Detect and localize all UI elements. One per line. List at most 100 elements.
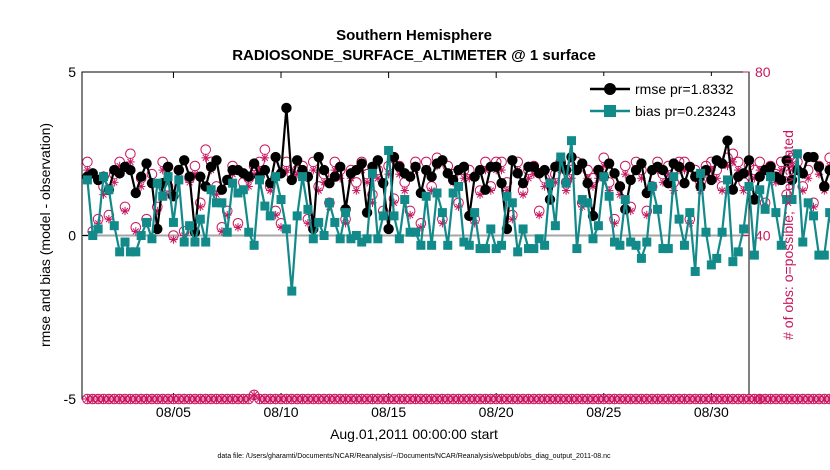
obs-evaluated-marker xyxy=(249,390,259,400)
rmse-point xyxy=(539,164,550,176)
bias-point xyxy=(222,227,232,237)
bias-point xyxy=(125,247,135,257)
bias-point xyxy=(400,195,410,205)
x-tick-label: 08/10 xyxy=(264,404,299,420)
rmse-point xyxy=(356,158,367,169)
rmse-point xyxy=(517,177,529,189)
bias-point xyxy=(685,208,695,218)
bias-point xyxy=(136,231,146,240)
bias-point xyxy=(131,247,141,257)
rmse-point xyxy=(496,177,507,189)
bias-point xyxy=(588,234,598,244)
bias-point xyxy=(728,257,738,267)
x-axis-label: Aug.01,2011 00:00:00 start xyxy=(330,426,498,442)
bias-series xyxy=(82,136,830,296)
rmse-point xyxy=(372,155,384,166)
bias-point xyxy=(733,247,743,257)
bias-point xyxy=(464,240,474,250)
bias-point xyxy=(281,224,291,234)
rmse-point xyxy=(716,158,728,169)
rmse-point xyxy=(318,164,330,176)
obs-evaluated-marker xyxy=(180,394,189,404)
bias-point xyxy=(550,221,560,231)
obs-evaluated-marker xyxy=(454,394,463,404)
rmse-point xyxy=(582,177,593,189)
bias-point xyxy=(362,234,372,244)
bias-point xyxy=(749,250,759,260)
obs-evaluated-marker xyxy=(201,153,210,163)
obs-count-series xyxy=(82,144,830,405)
obs-evaluated-marker xyxy=(233,223,243,232)
rmse-point xyxy=(813,161,825,173)
obs-evaluated-marker xyxy=(212,394,221,404)
obs-evaluated-marker xyxy=(691,394,700,404)
obs-evaluated-marker xyxy=(126,394,135,404)
rmse-point xyxy=(609,168,620,179)
legend-bias-marker xyxy=(604,105,616,117)
rmse-point xyxy=(243,171,254,182)
bias-point xyxy=(271,172,281,182)
bias-point xyxy=(324,198,334,208)
rmse-point xyxy=(135,171,147,182)
rmse-point xyxy=(216,184,228,195)
rmse-point xyxy=(286,174,297,186)
obs-evaluated-marker xyxy=(400,186,409,195)
rmse-point xyxy=(410,161,421,173)
bias-point xyxy=(653,204,663,214)
rmse-point xyxy=(404,171,416,182)
bias-point xyxy=(190,237,200,247)
bias-point xyxy=(534,234,544,244)
bias-point xyxy=(411,227,420,237)
rmse-point xyxy=(684,161,696,173)
bias-point xyxy=(147,234,157,244)
obs-evaluated-marker xyxy=(405,394,415,404)
bias-point xyxy=(179,237,189,247)
rmse-point xyxy=(179,155,190,166)
bias-point xyxy=(265,211,275,221)
bias-point xyxy=(787,195,797,205)
obs-evaluated-marker xyxy=(158,394,167,404)
obs-evaluated-marker xyxy=(266,394,275,404)
rmse-point xyxy=(727,184,739,195)
obs-evaluated-marker xyxy=(190,394,200,404)
bias-point xyxy=(674,214,684,224)
x-tick-label: 08/15 xyxy=(371,404,406,420)
bias-point xyxy=(615,240,625,250)
bias-point xyxy=(427,240,437,250)
rmse-point xyxy=(474,164,486,176)
bias-point xyxy=(566,136,576,146)
left-y-tick-label: -5 xyxy=(64,391,77,407)
legend-rmse-marker xyxy=(604,83,616,95)
x-tick-label: 08/25 xyxy=(586,404,621,420)
rmse-point xyxy=(706,174,717,186)
bias-point xyxy=(115,247,125,257)
obs-evaluated-marker xyxy=(400,394,409,404)
right-y-tick-label: 40 xyxy=(755,228,771,244)
rmse-point xyxy=(437,155,448,166)
bias-point xyxy=(152,178,162,188)
legend: rmse pr=1.8332 bias pr=0.23243 xyxy=(586,76,746,123)
bias-point xyxy=(502,191,512,201)
right-y-tick-label: 80 xyxy=(755,64,771,80)
obs-evaluated-marker xyxy=(104,214,114,224)
bias-point xyxy=(593,221,603,231)
x-tick-label: 08/30 xyxy=(694,404,729,420)
legend-bias-label: bias pr=0.23243 xyxy=(635,103,736,119)
rmse-point xyxy=(130,187,141,199)
bias-point xyxy=(626,237,636,247)
bias-point xyxy=(679,240,689,250)
obs-evaluated-marker xyxy=(309,165,318,175)
bias-point xyxy=(529,244,539,254)
bias-point xyxy=(572,244,582,254)
bias-point xyxy=(255,175,265,185)
obs-evaluated-marker xyxy=(535,210,544,220)
rmse-point xyxy=(313,151,324,163)
bias-point xyxy=(195,214,205,224)
bias-point xyxy=(185,221,195,231)
obs-evaluated-marker xyxy=(771,394,781,404)
bias-point xyxy=(217,198,227,208)
rmse-point xyxy=(819,181,830,192)
rmse-point xyxy=(248,158,260,169)
bias-point xyxy=(335,234,345,244)
